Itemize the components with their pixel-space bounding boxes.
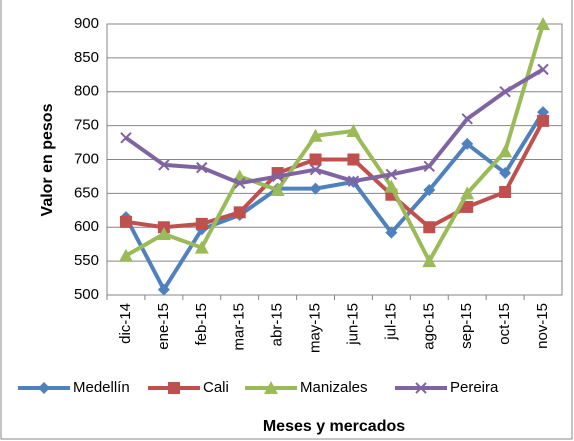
x-tick-label: may-15 xyxy=(307,303,324,353)
legend-marker xyxy=(415,382,427,394)
x-tick-label: feb-15 xyxy=(193,303,210,346)
data-point xyxy=(309,163,322,176)
data-point xyxy=(120,132,132,144)
y-tick-label: 600 xyxy=(74,218,99,235)
data-point xyxy=(270,182,285,196)
data-point xyxy=(347,153,360,166)
data-point xyxy=(234,177,246,189)
x-axis-title: Meses y mercados xyxy=(263,418,405,435)
data-point xyxy=(196,161,208,174)
data-point xyxy=(537,114,550,127)
legend-marker xyxy=(38,382,50,394)
data-point xyxy=(194,240,209,254)
data-point xyxy=(118,248,133,262)
y-tick-label: 500 xyxy=(74,286,99,303)
data-point xyxy=(461,113,473,125)
data-point xyxy=(309,153,322,166)
x-tick-label: sep-15 xyxy=(458,303,475,349)
x-tick-label: dic-14 xyxy=(117,303,134,344)
series-line xyxy=(125,119,545,230)
y-tick-label: 850 xyxy=(74,49,99,66)
data-point xyxy=(347,175,360,187)
data-point xyxy=(422,254,437,268)
y-tick-label: 550 xyxy=(74,252,99,269)
data-point xyxy=(537,63,549,76)
x-tick-label: ene-15 xyxy=(155,303,172,350)
data-point xyxy=(499,86,511,98)
data-point xyxy=(460,186,475,200)
data-point xyxy=(233,206,246,219)
y-tick-label: 650 xyxy=(74,184,99,201)
legend-label: Pereira xyxy=(450,379,499,396)
legend-marker xyxy=(168,382,180,394)
data-point xyxy=(156,227,171,241)
y-axis-title: Valor en pesos xyxy=(39,103,56,216)
data-point xyxy=(308,128,323,142)
legend-label: Cali xyxy=(203,379,229,396)
data-point xyxy=(461,200,474,213)
data-point xyxy=(157,283,170,296)
data-point xyxy=(498,144,513,158)
data-point xyxy=(346,124,361,138)
data-point xyxy=(271,170,284,183)
y-tick-label: 800 xyxy=(74,83,99,100)
data-point xyxy=(423,183,436,196)
legend-label: Medellín xyxy=(73,379,130,396)
y-tick-label: 900 xyxy=(74,15,99,32)
data-point xyxy=(309,182,322,195)
y-tick-label: 750 xyxy=(74,117,99,134)
data-point xyxy=(499,167,512,180)
x-tick-label: abr-15 xyxy=(269,303,286,346)
data-point xyxy=(158,159,170,171)
legend-label: Manizales xyxy=(300,379,368,396)
x-tick-label: oct-15 xyxy=(496,303,513,345)
data-point xyxy=(119,215,132,228)
data-point xyxy=(423,160,435,172)
x-tick-label: mar-15 xyxy=(231,303,248,351)
x-tick-label: ago-15 xyxy=(420,303,437,350)
x-tick-label: nov-15 xyxy=(534,303,551,349)
legend-marker xyxy=(264,381,278,394)
data-point xyxy=(385,226,398,239)
y-tick-label: 700 xyxy=(74,150,99,167)
x-tick-label: jul-15 xyxy=(382,303,399,341)
series-line xyxy=(124,67,545,186)
series-line xyxy=(124,23,545,264)
data-point xyxy=(536,17,551,30)
data-point xyxy=(195,217,208,230)
data-point xyxy=(499,186,512,199)
data-point xyxy=(461,137,474,150)
data-point xyxy=(423,221,436,234)
data-point xyxy=(385,168,398,181)
series-line xyxy=(124,111,545,292)
data-point xyxy=(384,179,399,193)
x-tick-label: jun-15 xyxy=(344,303,361,346)
